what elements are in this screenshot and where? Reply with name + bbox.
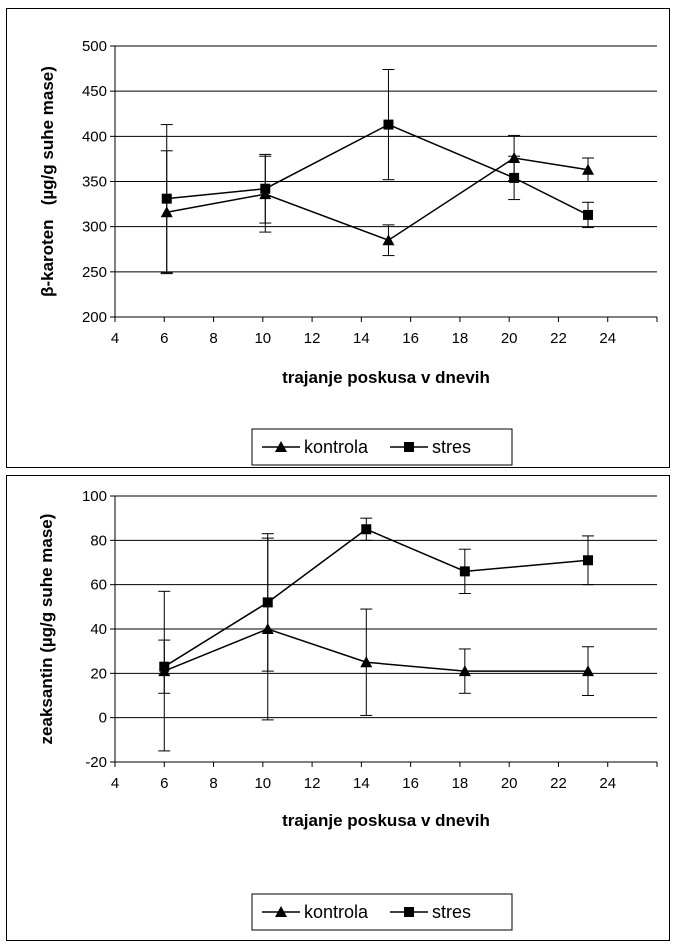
x-tick-label: 16 [402, 330, 419, 347]
data-point-kontrola [582, 163, 595, 175]
y-tick-label: 80 [90, 532, 107, 549]
x-tick-label: 4 [111, 330, 119, 347]
y-tick-label: 500 [82, 38, 107, 55]
x-tick-label: 12 [304, 330, 321, 347]
legend-label-kontrola: kontrola [304, 437, 369, 457]
x-tick-label: 16 [402, 775, 419, 792]
x-tick-label: 4 [111, 775, 119, 792]
data-point-kontrola [458, 665, 471, 677]
x-tick-label: 6 [160, 330, 168, 347]
legend-label-stres: stres [432, 437, 471, 457]
y-tick-label: 400 [82, 128, 107, 145]
data-point-stres [509, 172, 520, 183]
legend-label-stres: stres [432, 902, 471, 922]
x-tick-label: 10 [254, 330, 271, 347]
beta-carotene-chart: 200 250 300 350 400 450 500 4 6 8 10 12 14 16 18 20 22 24… [38, 38, 658, 466]
x-tick-label: 22 [550, 330, 567, 347]
y-tick-label: 300 [82, 219, 107, 236]
x-tick-label: 12 [304, 775, 321, 792]
y-tick-label: 350 [82, 174, 107, 191]
data-point-stres [262, 597, 273, 608]
x-tick-label: 8 [209, 775, 217, 792]
y-tick-label: 40 [90, 621, 107, 638]
legend-marker-triangle [275, 906, 287, 917]
data-point-stres [361, 524, 372, 535]
y-tick-label: 100 [82, 488, 107, 505]
x-tick-label: 20 [501, 330, 518, 347]
legend-marker-square [404, 907, 414, 917]
beta-carotene-chart-panel: 200 250 300 350 400 450 500 4 6 8 10 12 14 16 18 20 22 24… [6, 8, 670, 468]
x-tick-label: 20 [501, 775, 518, 792]
data-point-stres [583, 555, 594, 566]
x-tick-label: 18 [452, 330, 469, 347]
legend-marker-triangle [275, 441, 287, 452]
y-tick-label: 0 [99, 710, 107, 727]
data-point-stres [161, 193, 172, 204]
legend-label-kontrola: kontrola [304, 902, 369, 922]
data-point-stres [383, 119, 394, 130]
y-tick-label: 200 [82, 309, 107, 326]
y-axis-title: β-karoten (µg/g suhe mase) [38, 66, 57, 297]
x-axis-title: trajanje poskusa v dnevih [282, 811, 490, 830]
x-tick-label: 14 [353, 330, 370, 347]
data-point-kontrola [360, 656, 373, 668]
series-line-kontrola [163, 628, 589, 672]
series-line-kontrola [166, 157, 589, 242]
x-tick-label: 6 [160, 775, 168, 792]
zeaxanthin-chart: -20 0 20 40 60 80 100 4 6 8 10 12 14 16 18 20 22 24 trajan… [37, 488, 658, 931]
x-tick-label: 18 [452, 775, 469, 792]
series-line-stres [163, 528, 589, 668]
data-point-stres [159, 661, 170, 672]
x-tick-label: 14 [353, 775, 370, 792]
y-tick-label: 250 [82, 264, 107, 281]
y-tick-label: 60 [90, 577, 107, 594]
y-tick-label: 450 [82, 83, 107, 100]
x-tick-label: 24 [599, 775, 616, 792]
y-tick-label: -20 [85, 754, 107, 771]
data-point-stres [260, 183, 271, 194]
y-axis-title: zeaksantin (µg/g suhe mase) [37, 514, 56, 745]
x-tick-label: 22 [550, 775, 567, 792]
data-point-kontrola [582, 665, 595, 677]
data-point-stres [459, 566, 470, 577]
data-point-kontrola [382, 234, 395, 246]
data-point-stres [583, 209, 594, 220]
x-tick-label: 24 [599, 330, 616, 347]
x-tick-label: 10 [254, 775, 271, 792]
x-axis-title: trajanje poskusa v dnevih [282, 368, 490, 387]
zeaxanthin-chart-panel: -20 0 20 40 60 80 100 4 6 8 10 12 14 16 18 20 22 24 trajan… [6, 475, 670, 941]
x-tick-label: 8 [209, 330, 217, 347]
y-tick-label: 20 [90, 665, 107, 682]
legend-marker-square [404, 442, 414, 452]
